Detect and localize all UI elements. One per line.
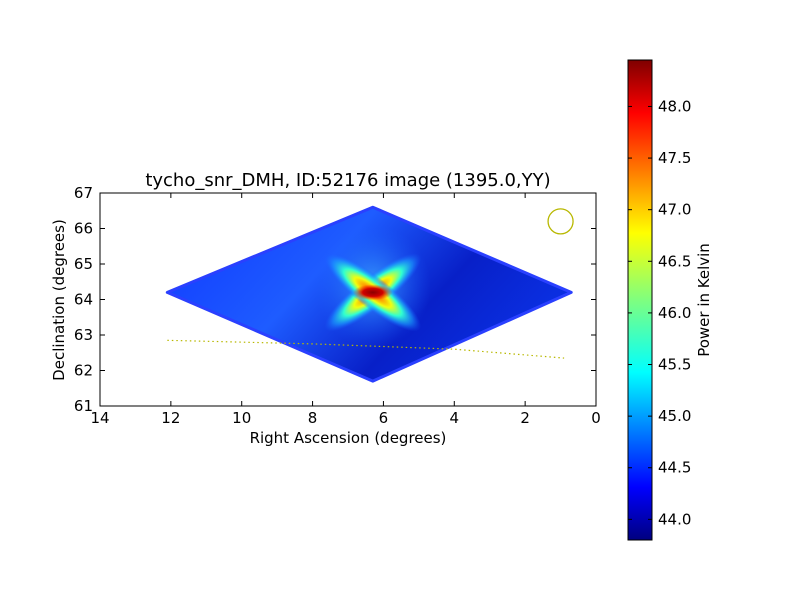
colorbar-label: Power in Kelvin [695,243,713,357]
colorbar-tick-label: 45.0 [658,407,691,425]
x-tick-label: 0 [591,409,601,427]
y-tick-label: 61 [74,397,93,415]
x-tick-label: 8 [308,409,318,427]
colorbar-tick-label: 44.5 [658,459,691,477]
colorbar-ticks: 44.0 44.5 45.0 45.5 46.0 46.5 47.0 47.5 48.0 [628,97,691,528]
x-tick-label: 10 [232,409,251,427]
heatmap-image [165,205,573,383]
x-tick-label: 2 [520,409,530,427]
x-tick-label: 6 [379,409,389,427]
y-tick-label: 64 [74,291,93,309]
colorbar-gradient [627,59,653,541]
overlays [167,208,574,359]
y-tick-label: 63 [74,326,93,344]
y-axis-ticks: 61 62 63 64 65 66 67 [74,184,596,415]
beam-marker-circle [547,208,574,235]
colorbar-tick-label: 44.0 [658,510,691,528]
y-tick-label: 65 [74,255,93,273]
colorbar-tick-label: 47.5 [658,149,691,167]
y-axis-label: Declination (degrees) [50,219,68,381]
x-axis-label: Right Ascension (degrees) [250,429,447,447]
y-tick-label: 67 [74,184,93,202]
colorbar-tick-label: 45.5 [658,356,691,374]
colorbar-tick-label: 48.0 [658,97,691,115]
colorbar-tick-label: 46.0 [658,304,691,322]
chart-title: tycho_snr_DMH, ID:52176 image (1395.0,YY… [145,170,550,191]
x-tick-label: 4 [450,409,460,427]
colorbar-tick-label: 46.5 [658,252,691,270]
dotted-path-line [167,339,565,359]
x-tick-label: 12 [161,409,180,427]
y-tick-label: 62 [74,362,93,380]
hotspot-core [352,284,393,301]
colorbar: 44.0 44.5 45.0 45.5 46.0 46.5 47.0 47.5 48.0 Pow… [627,59,713,541]
y-tick-label: 66 [74,220,93,238]
x-axis-ticks: 14 12 10 8 6 4 2 0 [90,193,601,427]
x-tick-label: 14 [90,409,109,427]
plot-area [99,192,597,407]
colorbar-tick-label: 47.0 [658,201,691,219]
